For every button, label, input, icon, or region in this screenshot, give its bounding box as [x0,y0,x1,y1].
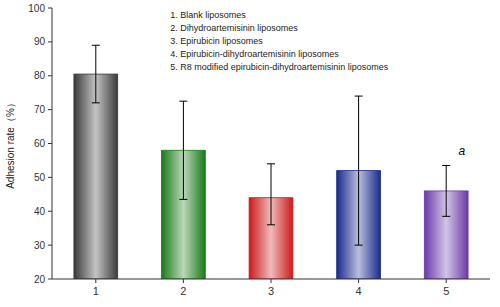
error-bar [442,166,450,217]
y-tick-label: 90 [34,36,46,47]
y-tick [48,8,52,9]
y-tick [48,143,52,144]
y-tick-label: 70 [34,104,46,115]
x-tick [183,279,184,283]
annotation: a [459,144,466,158]
legend-line: 1. Blank liposomes [170,10,246,20]
x-tick-label: 1 [93,285,99,297]
y-tick [48,211,52,212]
y-tick-label: 60 [34,138,46,149]
y-tick [48,177,52,178]
y-tick-label: 20 [34,274,46,285]
x-tick [446,279,447,283]
error-bar [179,101,187,199]
legend-line: 3. Epirubicin liposomes [170,36,263,46]
y-tick [48,75,52,76]
error-bar [92,45,100,103]
x-tick-label: 3 [268,285,274,297]
x-tick-label: 4 [356,285,362,297]
y-tick [48,279,52,280]
y-tick-label: 80 [34,70,46,81]
y-tick-label: 50 [34,172,46,183]
bar [74,74,118,279]
legend-line: 5. R8 modified epirubicin-dihydroartemis… [170,62,389,72]
x-tick [95,279,96,283]
x-tick [358,279,359,283]
y-tick-label: 40 [34,206,46,217]
y-tick [48,41,52,42]
error-bar [267,164,275,225]
plot-area [74,45,468,279]
chart: 20 30 40 50 60 70 80 90 100 1 2 3 4 5 Adhesion rate（%）… [0,0,500,307]
y-tick-label: 100 [28,3,45,14]
y-axis-label: Adhesion rate（%） [5,98,16,189]
x-tick-label: 5 [443,285,449,297]
error-bar [355,96,363,245]
y-tick-label: 30 [34,240,46,251]
legend-line: 2. Dihydroartemisinin liposomes [170,23,298,33]
legend-line: 4. Epirubicin-dihydroartemisinin liposom… [170,49,339,59]
y-tick [48,109,52,110]
x-tick-label: 2 [180,285,186,297]
y-tick [48,245,52,246]
x-tick [271,279,272,283]
